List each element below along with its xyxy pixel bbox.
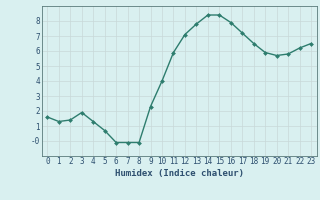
X-axis label: Humidex (Indice chaleur): Humidex (Indice chaleur) [115,169,244,178]
